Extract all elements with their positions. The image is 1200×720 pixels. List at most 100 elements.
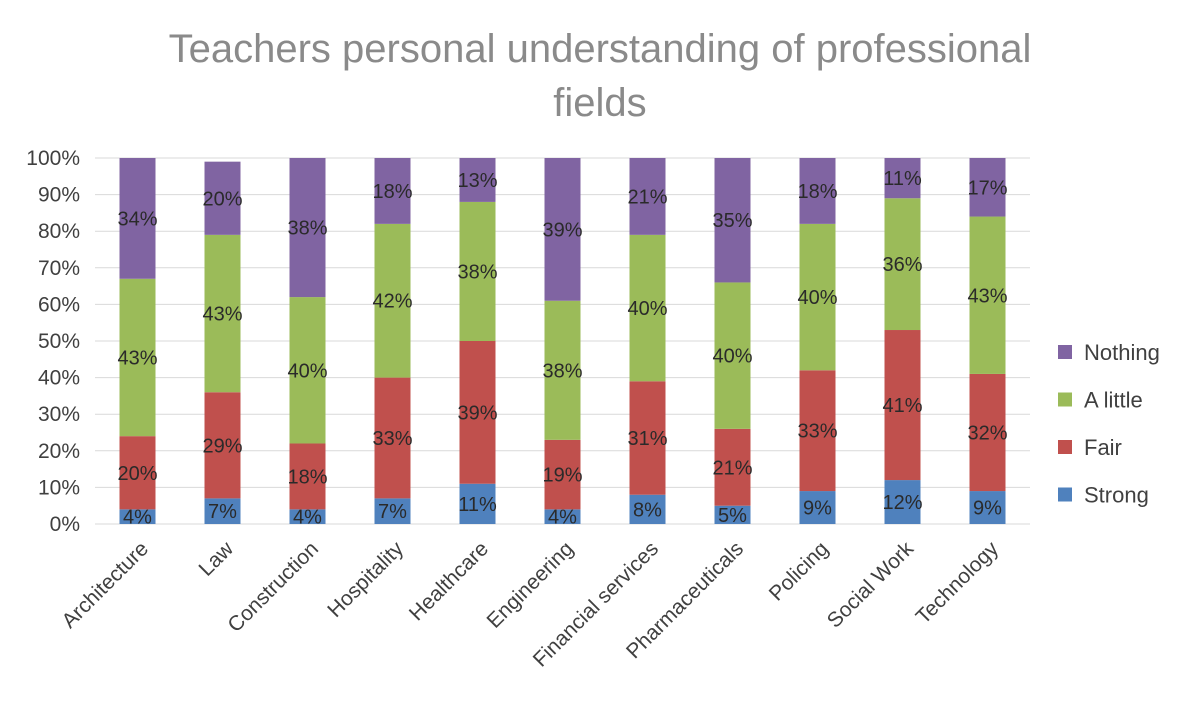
data-label: 5% xyxy=(718,505,747,527)
bar-segment xyxy=(289,443,326,510)
bar-segment xyxy=(714,428,751,506)
bar-segment xyxy=(884,480,921,524)
data-label: 39% xyxy=(542,219,582,241)
data-label: 40% xyxy=(627,298,667,320)
data-label: 29% xyxy=(202,435,242,457)
data-label: 43% xyxy=(117,347,157,369)
bar-segment xyxy=(714,505,751,524)
data-label: 43% xyxy=(967,285,1007,307)
data-label: 7% xyxy=(378,501,407,523)
bar-segment xyxy=(459,483,496,524)
y-tick-label: 20% xyxy=(38,440,80,463)
bar-segment xyxy=(119,278,156,437)
data-label: 4% xyxy=(293,507,322,529)
legend-label: Strong xyxy=(1084,483,1149,508)
bar-segment xyxy=(544,439,581,510)
y-tick-label: 0% xyxy=(50,513,80,536)
data-label: 7% xyxy=(208,501,237,523)
x-tick-label: Construction xyxy=(223,537,323,637)
data-label: 18% xyxy=(287,466,327,488)
bar-segment xyxy=(204,392,241,499)
data-label: 38% xyxy=(287,218,327,240)
data-label: 40% xyxy=(712,346,752,368)
bar-segment xyxy=(289,509,326,524)
data-label: 12% xyxy=(882,492,922,514)
bar-segment xyxy=(204,234,241,393)
bar-segment xyxy=(629,494,666,524)
data-label: 31% xyxy=(627,428,667,450)
x-tick-label: Architecture xyxy=(58,537,153,632)
legend-swatch xyxy=(1058,345,1072,359)
bar-segment xyxy=(119,509,156,524)
y-tick-label: 100% xyxy=(26,147,80,170)
x-tick-label: Law xyxy=(195,537,239,581)
bar-segment xyxy=(544,158,581,301)
bar-segment xyxy=(799,223,836,371)
data-label: 8% xyxy=(633,499,662,521)
bar-segment xyxy=(289,297,326,444)
data-label: 42% xyxy=(372,291,412,313)
bar-segment xyxy=(969,216,1006,374)
data-label: 18% xyxy=(797,181,837,203)
bar-segment xyxy=(374,223,411,378)
data-label: 21% xyxy=(627,186,667,208)
legend-swatch xyxy=(1058,392,1072,407)
y-tick-label: 40% xyxy=(38,367,80,390)
bar-segment xyxy=(204,161,241,235)
y-tick-label: 10% xyxy=(38,476,80,499)
x-tick-label: Policing xyxy=(765,537,833,605)
x-tick-label: Hospitality xyxy=(323,537,408,622)
x-tick-label: Engineering xyxy=(483,537,579,633)
bar-segment xyxy=(714,158,751,283)
data-label: 13% xyxy=(457,170,497,192)
data-label: 35% xyxy=(712,210,752,232)
x-tick-label: Social Work xyxy=(823,537,919,633)
bar-segment xyxy=(204,498,241,524)
bar-segment xyxy=(629,381,666,495)
data-label: 32% xyxy=(967,423,1007,445)
bar-segment xyxy=(459,341,496,484)
data-label: 33% xyxy=(797,421,837,443)
bar-segment xyxy=(544,300,581,440)
bar-segment xyxy=(969,491,1006,524)
data-label: 20% xyxy=(117,463,157,485)
bar-segment xyxy=(969,373,1006,492)
data-label: 41% xyxy=(882,395,922,417)
bar-segment xyxy=(374,158,411,224)
bar-segment xyxy=(629,158,666,235)
bar-segment xyxy=(374,377,411,499)
legend-swatch xyxy=(1058,487,1072,502)
bar-segment xyxy=(799,491,836,524)
data-label: 18% xyxy=(372,181,412,203)
data-label: 11% xyxy=(458,494,497,516)
data-label: 40% xyxy=(287,360,327,382)
bar-segment xyxy=(374,498,411,524)
data-label: 34% xyxy=(117,208,157,230)
data-label: 21% xyxy=(712,457,752,479)
data-label: 9% xyxy=(803,498,832,520)
data-label: 20% xyxy=(202,188,242,210)
bar-segment xyxy=(884,158,921,199)
bar-segment xyxy=(459,201,496,341)
bar-segment xyxy=(629,234,666,382)
bar-segment xyxy=(119,158,156,279)
data-label: 36% xyxy=(882,254,922,276)
bar-segment xyxy=(544,509,581,524)
data-label: 11% xyxy=(883,168,922,190)
bar-segment xyxy=(714,282,751,429)
y-tick-label: 90% xyxy=(38,184,80,207)
legend-label: Fair xyxy=(1084,435,1122,460)
bar-segment xyxy=(289,158,326,298)
data-label: 33% xyxy=(372,428,412,450)
data-label: 39% xyxy=(457,402,497,424)
y-tick-label: 60% xyxy=(38,293,80,316)
x-tick-label: Healthcare xyxy=(405,537,493,625)
y-tick-label: 70% xyxy=(38,257,80,280)
bar-segment xyxy=(799,158,836,224)
bar-segment xyxy=(969,158,1006,217)
y-tick-label: 30% xyxy=(38,403,80,426)
y-tick-label: 50% xyxy=(38,330,80,353)
bar-segment xyxy=(119,436,156,510)
